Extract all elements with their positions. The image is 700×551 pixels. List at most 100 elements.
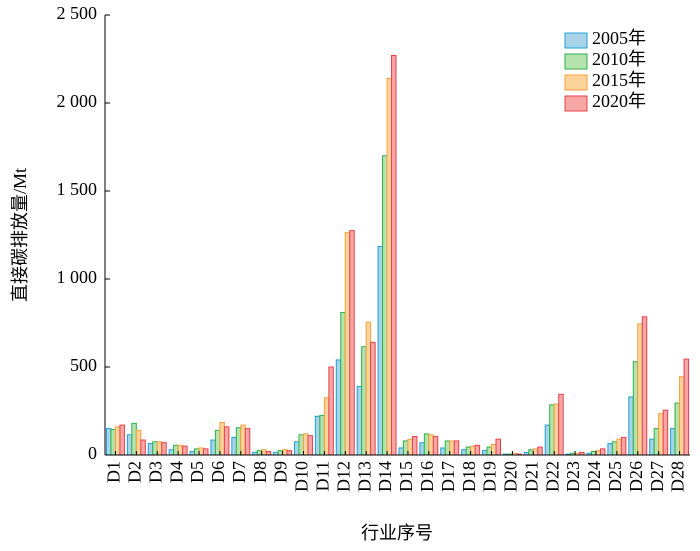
bar — [277, 450, 284, 456]
legend-swatch — [564, 74, 588, 91]
bar — [240, 424, 246, 456]
bar — [223, 426, 230, 456]
bar — [444, 440, 451, 456]
bar — [189, 450, 196, 456]
bar — [194, 448, 200, 456]
bar — [662, 409, 669, 456]
bar — [265, 450, 272, 456]
x-tick-label: D15 — [396, 461, 416, 492]
x-tick-label: D23 — [563, 461, 583, 492]
y-tick-label: 2 000 — [57, 91, 98, 111]
bar — [131, 422, 137, 456]
bar — [391, 54, 397, 456]
bar — [386, 77, 393, 456]
x-tick-label: D3 — [145, 461, 165, 483]
bar — [219, 421, 225, 456]
y-tick-label: 0 — [88, 443, 97, 463]
bar — [679, 376, 685, 456]
bar — [244, 428, 251, 456]
bar — [528, 449, 534, 456]
bar — [382, 155, 388, 456]
x-tick-label: D19 — [480, 461, 500, 492]
x-tick-label: D21 — [521, 461, 541, 492]
bar — [370, 341, 376, 456]
x-tick-label: D27 — [647, 461, 667, 492]
bar — [611, 441, 618, 456]
bar — [495, 438, 502, 456]
bar — [356, 385, 363, 456]
x-tick-label: D2 — [124, 461, 144, 483]
bar — [423, 433, 430, 456]
y-tick-label: 1 000 — [57, 267, 98, 287]
legend-label: 2005年 — [592, 28, 646, 48]
y-tick-label: 1 500 — [57, 179, 98, 199]
y-axis-title: 直接碳排放量/Mt — [10, 168, 30, 302]
x-tick-label: D8 — [250, 461, 270, 483]
x-tick-label: D9 — [271, 461, 291, 483]
legend-swatch — [564, 53, 588, 70]
bar — [486, 446, 493, 456]
bar — [231, 436, 237, 456]
x-tick-label: D7 — [229, 461, 249, 483]
bar — [482, 450, 488, 456]
bar — [302, 433, 309, 456]
bar — [323, 397, 330, 456]
x-axis-title: 行业序号 — [361, 523, 433, 543]
x-tick-label: D4 — [166, 461, 186, 483]
bar — [428, 434, 434, 456]
bar — [532, 448, 539, 456]
bar — [349, 230, 355, 456]
bar — [407, 438, 413, 456]
bar — [553, 403, 560, 456]
bar — [653, 428, 660, 456]
bar — [328, 366, 334, 456]
bar — [340, 311, 346, 456]
bar — [286, 450, 293, 456]
legend-label: 2015年 — [592, 70, 646, 90]
x-tick-label: D11 — [313, 461, 333, 491]
bar — [620, 436, 627, 456]
bar — [599, 448, 606, 456]
bar — [419, 442, 425, 456]
bar — [470, 445, 476, 456]
bar — [119, 424, 125, 456]
bar — [549, 404, 555, 456]
bar — [147, 443, 154, 456]
x-tick-label: D18 — [459, 461, 479, 492]
x-tick-label: D24 — [584, 461, 604, 492]
legend-label: 2020年 — [592, 91, 646, 111]
bar — [307, 435, 313, 456]
bar — [114, 426, 121, 456]
bar — [168, 449, 175, 456]
bar — [616, 438, 622, 456]
bar — [361, 346, 367, 456]
bar — [398, 447, 404, 456]
bar — [198, 447, 205, 456]
bar — [683, 358, 690, 456]
bar — [365, 321, 372, 456]
bar — [595, 450, 601, 456]
bar — [674, 402, 681, 456]
bar — [411, 436, 418, 456]
x-tick-label: D16 — [417, 461, 437, 492]
legend-swatch — [564, 95, 588, 112]
bar — [440, 447, 446, 456]
bar — [110, 428, 116, 456]
bar — [282, 449, 288, 456]
bar — [628, 396, 634, 456]
bar — [261, 449, 267, 456]
x-tick-label: D12 — [333, 461, 353, 492]
bar — [177, 444, 184, 456]
bar — [449, 440, 455, 456]
bar — [293, 441, 300, 456]
bar — [637, 323, 643, 456]
bar — [298, 434, 304, 456]
bar — [670, 428, 676, 456]
bar — [335, 359, 342, 456]
bar — [474, 444, 481, 456]
x-tick-label: D14 — [375, 461, 395, 492]
bar — [377, 245, 384, 456]
x-tick-label: D25 — [605, 461, 625, 492]
bar — [203, 448, 209, 456]
